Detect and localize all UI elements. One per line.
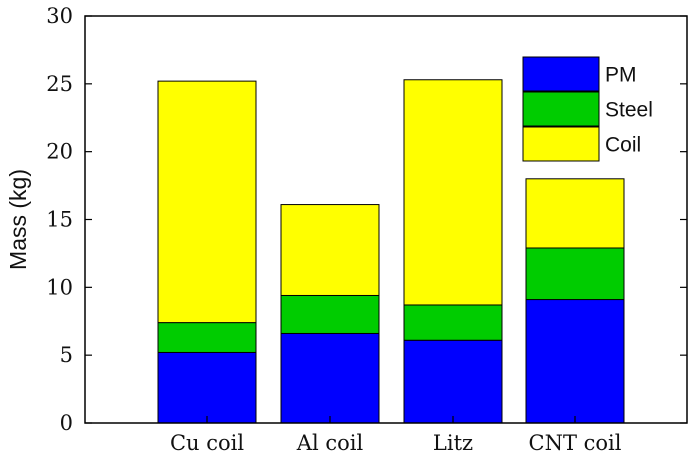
- x-tick-label: Litz: [433, 431, 473, 455]
- bar-pm-al-coil: [280, 332, 380, 424]
- bar-pm-cu-coil: [157, 351, 257, 424]
- legend-label-pm: PM: [605, 64, 637, 87]
- bar-coil-litz: [403, 79, 503, 306]
- y-tick-label: 0: [60, 411, 73, 435]
- bar-steel-cu-coil: [157, 322, 257, 353]
- y-tick-label: 15: [46, 208, 73, 232]
- y-tick-label: 10: [46, 275, 73, 299]
- y-tick-label: 25: [46, 72, 73, 96]
- bar-pm-cnt-coil: [525, 299, 625, 424]
- legend-swatch-coil: [522, 126, 600, 162]
- y-axis-title: Mass (kg): [5, 169, 31, 270]
- bars-layer: [157, 79, 625, 424]
- y-tick-label: 5: [60, 343, 73, 367]
- y-tick-label: 30: [46, 4, 73, 28]
- bar-steel-al-coil: [280, 294, 380, 334]
- bar-coil-al-coil: [280, 204, 380, 296]
- y-tick-label: 20: [46, 140, 73, 164]
- bar-coil-cu-coil: [157, 80, 257, 324]
- legend-label-steel: Steel: [605, 99, 653, 122]
- x-tick-label: Cu coil: [170, 431, 244, 455]
- bar-pm-litz: [403, 339, 503, 424]
- legend-swatch-steel: [522, 91, 600, 127]
- y-axis: 0 5 10 15 20 25 30: [46, 4, 687, 435]
- bar-steel-cnt-coil: [525, 247, 625, 301]
- x-tick-label: CNT coil: [529, 431, 622, 455]
- x-tick-label: Al coil: [296, 431, 364, 455]
- legend-label-coil: Coil: [605, 134, 641, 157]
- legend-swatch-pm: [522, 56, 600, 92]
- x-axis: Cu coil Al coil Litz CNT coil: [170, 416, 622, 455]
- bar-coil-cnt-coil: [525, 178, 625, 249]
- bar-steel-litz: [403, 304, 503, 341]
- legend: PM Steel Coil: [522, 56, 662, 163]
